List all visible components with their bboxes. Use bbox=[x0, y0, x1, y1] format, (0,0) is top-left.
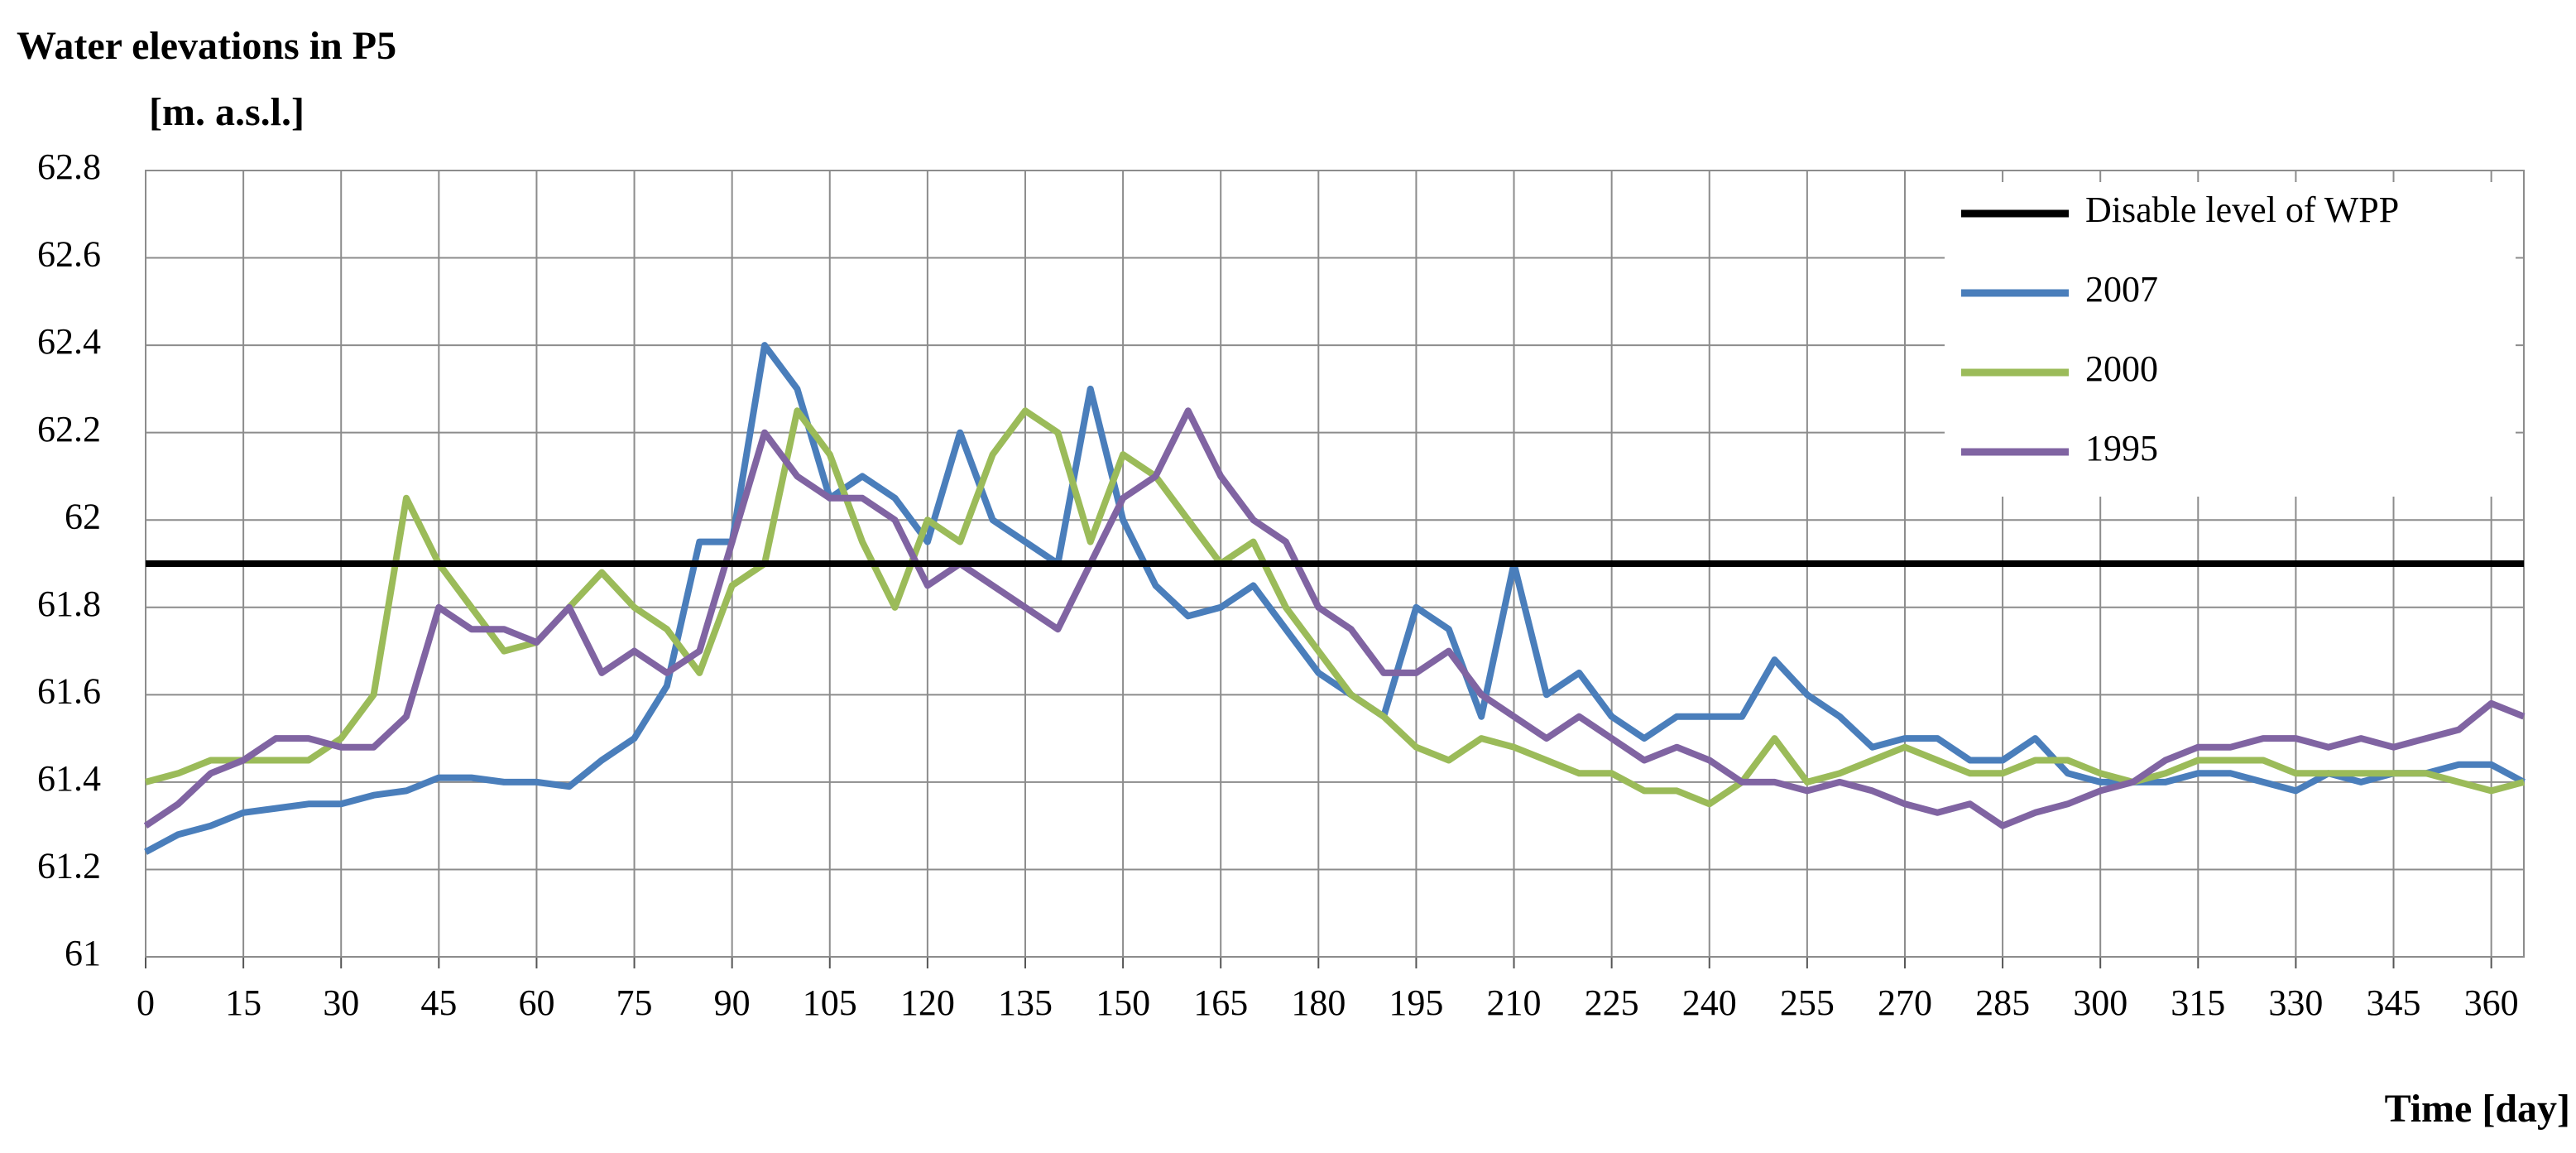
legend-label: Disable level of WPP bbox=[2085, 190, 2399, 230]
y-tick-label: 62.8 bbox=[37, 147, 101, 187]
y-tick-label: 62 bbox=[65, 496, 101, 536]
legend-box bbox=[1945, 182, 2516, 497]
x-tick-label: 285 bbox=[1975, 982, 2030, 1023]
y-tick-label: 61.8 bbox=[37, 584, 101, 624]
x-tick-label: 270 bbox=[1878, 982, 1932, 1023]
x-tick-label: 225 bbox=[1585, 982, 1639, 1023]
x-tick-label: 180 bbox=[1291, 982, 1346, 1023]
y-tick-label: 61.2 bbox=[37, 846, 101, 886]
x-tick-label: 195 bbox=[1389, 982, 1443, 1023]
x-tick-label: 360 bbox=[2464, 982, 2519, 1023]
x-tick-label: 0 bbox=[137, 982, 155, 1023]
x-tick-label: 90 bbox=[714, 982, 751, 1023]
x-tick-label: 120 bbox=[900, 982, 955, 1023]
x-tick-label: 240 bbox=[1682, 982, 1737, 1023]
legend-label: 1995 bbox=[2085, 428, 2158, 468]
x-tick-label: 315 bbox=[2171, 982, 2225, 1023]
legend-label: 2007 bbox=[2085, 269, 2158, 310]
x-tick-label: 15 bbox=[225, 982, 261, 1023]
y-tick-label: 61.4 bbox=[37, 758, 101, 799]
x-tick-label: 30 bbox=[323, 982, 359, 1023]
y-tick-label: 62.4 bbox=[37, 321, 101, 362]
x-tick-label: 210 bbox=[1487, 982, 1542, 1023]
y-tick-label: 62.6 bbox=[37, 234, 101, 275]
y-tick-label: 61 bbox=[65, 933, 101, 973]
x-tick-label: 45 bbox=[420, 982, 457, 1023]
x-tick-label: 165 bbox=[1193, 982, 1248, 1023]
legend-label: 2000 bbox=[2085, 348, 2158, 389]
series-line bbox=[143, 407, 2526, 829]
y-tick-label: 61.6 bbox=[37, 670, 101, 711]
x-axis-label: Time [day] bbox=[2385, 1087, 2570, 1131]
y-axis-label: [m. a.s.l.] bbox=[149, 90, 305, 134]
chart-title: Water elevations in P5 bbox=[17, 24, 396, 68]
x-tick-label: 345 bbox=[2367, 982, 2421, 1023]
x-tick-label: 150 bbox=[1096, 982, 1150, 1023]
y-tick-label: 62.2 bbox=[37, 409, 101, 449]
x-tick-label: 60 bbox=[518, 982, 554, 1023]
x-tick-label: 75 bbox=[616, 982, 653, 1023]
x-tick-label: 255 bbox=[1780, 982, 1835, 1023]
x-tick-label: 300 bbox=[2073, 982, 2127, 1023]
x-tick-label: 135 bbox=[998, 982, 1053, 1023]
x-tick-label: 105 bbox=[803, 982, 857, 1023]
x-tick-label: 330 bbox=[2268, 982, 2323, 1023]
